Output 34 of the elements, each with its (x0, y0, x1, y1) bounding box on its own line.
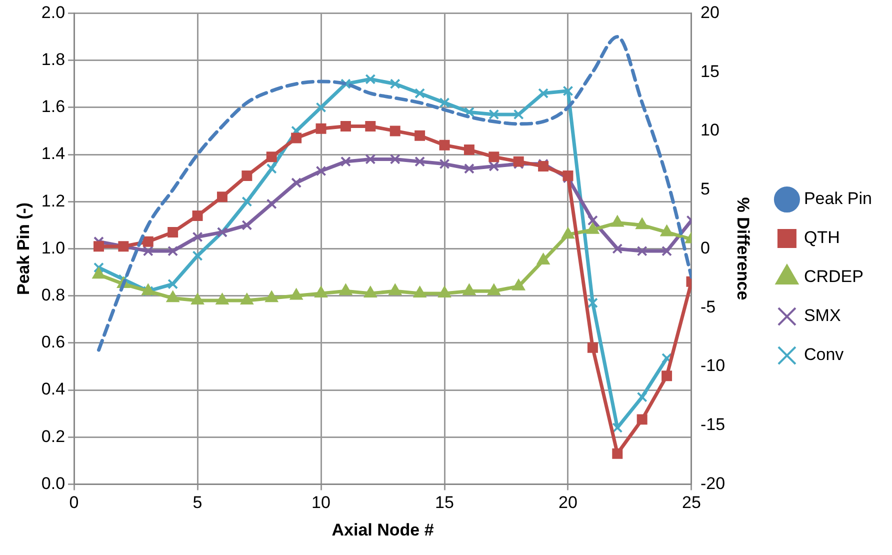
legend-label: SMX (804, 306, 841, 326)
legend-label: Peak Pin (804, 189, 872, 208)
y2-tick-label: -10 (700, 356, 726, 376)
y2-tick-label: 5 (700, 180, 710, 199)
x-tick-label: 20 (558, 493, 578, 512)
y2-tick-label: 20 (700, 2, 720, 22)
y-tick-label: 0.4 (41, 380, 66, 399)
y2-tick-label: -15 (700, 415, 726, 434)
y-tick-label: 1.4 (41, 144, 66, 164)
y2-tick-label: 0 (700, 238, 710, 258)
y2-tick-label: -20 (700, 474, 726, 493)
y-tick-label: 0.0 (41, 474, 66, 493)
legend-label: Conv (804, 345, 844, 364)
y-tick-label: 1.2 (41, 191, 66, 210)
y-tick-label: 2.0 (41, 2, 66, 22)
y-tick-label: 0.2 (41, 426, 66, 446)
x-tick-label: 25 (682, 493, 701, 512)
y-tick-label: 1.8 (41, 50, 66, 69)
x-tick-label: 5 (192, 493, 202, 512)
y2-axis-title: % Difference (734, 197, 753, 300)
legend-label: QTH (804, 228, 840, 248)
y2-tick-label: 10 (700, 120, 720, 140)
y2-tick-label: 15 (700, 62, 720, 81)
x-tick-label: 15 (435, 493, 454, 512)
y2-tick-label: -5 (700, 297, 716, 316)
x-axis-title: Axial Node # (332, 520, 434, 540)
y-tick-label: 1.0 (41, 238, 66, 258)
y-tick-label: 0.6 (41, 332, 66, 352)
y-axis-title: Peak Pin (-) (14, 202, 33, 295)
y-tick-label: 0.8 (41, 285, 66, 304)
x-tick-label: 0 (69, 493, 79, 512)
legend-label: CRDEP (804, 267, 864, 286)
y-tick-label: 1.6 (41, 97, 66, 116)
x-tick-label: 10 (312, 493, 330, 512)
